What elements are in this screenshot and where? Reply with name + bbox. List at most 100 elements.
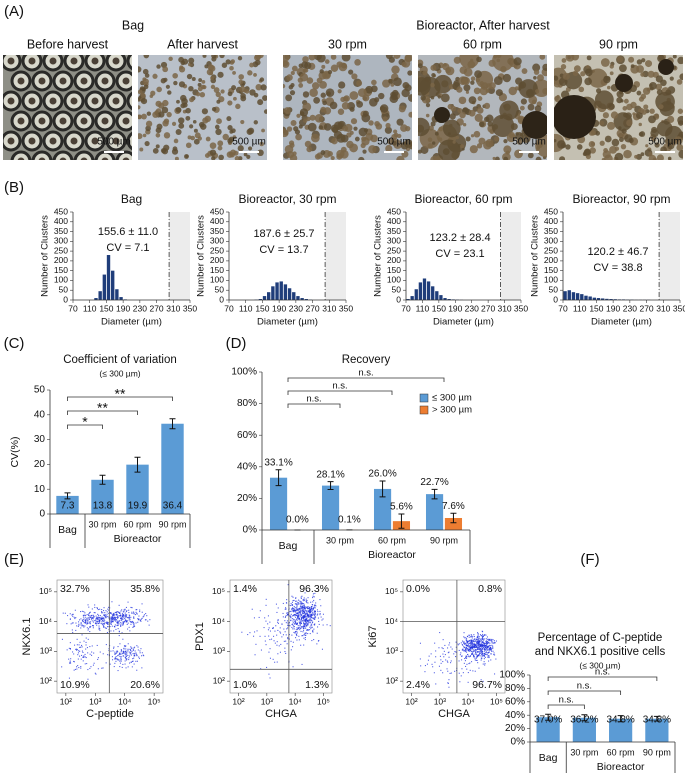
- event-dot: [113, 648, 114, 649]
- event-dot: [486, 645, 487, 646]
- group-label: Bioreactor: [597, 761, 645, 773]
- event-dot: [133, 613, 134, 614]
- event-dot: [268, 652, 269, 653]
- legend-label: > 300 µm: [432, 405, 472, 416]
- y-axis-label: Number of Clusters: [40, 215, 51, 297]
- event-dot: [474, 651, 475, 652]
- event-dot: [304, 626, 305, 627]
- cluster: [484, 103, 490, 109]
- event-dot: [303, 613, 304, 614]
- cluster: [463, 84, 470, 91]
- cluster: [163, 145, 169, 151]
- cluster: [554, 96, 558, 100]
- event-dot: [445, 659, 446, 660]
- category-label: Bag: [58, 524, 77, 536]
- plot-area: [403, 580, 505, 693]
- x-tick-label: 310: [322, 303, 336, 313]
- event-dot: [98, 668, 99, 669]
- event-dot: [117, 659, 118, 660]
- event-dot: [302, 610, 303, 611]
- event-dot: [97, 614, 98, 615]
- event-dot: [123, 652, 124, 653]
- event-dot: [268, 674, 269, 675]
- cluster: [231, 85, 236, 90]
- event-dot: [485, 657, 486, 658]
- event-dot: [311, 620, 312, 621]
- cluster: [426, 103, 430, 107]
- event-dot: [312, 604, 313, 605]
- event-dot: [313, 600, 314, 601]
- event-dot: [87, 647, 88, 648]
- event-dot: [241, 632, 242, 633]
- event-dot: [72, 651, 73, 652]
- event-dot: [285, 641, 286, 642]
- cluster: [286, 74, 293, 81]
- event-dot: [113, 614, 114, 615]
- cluster: [321, 93, 326, 98]
- event-dot: [451, 660, 452, 661]
- event-dot: [493, 654, 494, 655]
- annotation: CV = 7.1: [106, 242, 149, 254]
- event-dot: [100, 615, 101, 616]
- y-tick-label: 400: [54, 216, 68, 226]
- event-dot: [471, 645, 472, 646]
- event-dot: [290, 605, 291, 606]
- event-dot: [302, 617, 303, 618]
- event-dot: [315, 602, 316, 603]
- cluster: [309, 88, 318, 97]
- event-dot: [70, 613, 71, 614]
- event-dot: [79, 619, 80, 620]
- cluster: [123, 118, 130, 125]
- event-dot: [313, 618, 314, 619]
- y-tick-label: 450: [210, 206, 224, 216]
- cluster: [441, 93, 450, 102]
- event-dot: [122, 613, 123, 614]
- event-dot: [112, 656, 113, 657]
- x-tick-label: 150: [589, 303, 603, 313]
- event-dot: [93, 625, 94, 626]
- event-dot: [123, 621, 124, 622]
- event-dot: [487, 641, 488, 642]
- event-dot: [298, 600, 299, 601]
- histogram-bar: [271, 286, 274, 300]
- event-dot: [81, 624, 82, 625]
- event-dot: [313, 629, 314, 630]
- event-dot: [483, 645, 484, 646]
- event-dot: [80, 668, 81, 669]
- chart-title: Bioreactor, 60 rpm: [414, 192, 512, 206]
- event-dot: [479, 641, 480, 642]
- event-dot: [138, 649, 139, 650]
- histogram-bar: [119, 297, 122, 300]
- event-dot: [490, 647, 491, 648]
- histogram-bar: [103, 275, 106, 300]
- event-dot: [107, 626, 108, 627]
- event-dot: [286, 634, 287, 635]
- event-dot: [95, 612, 96, 613]
- event-dot: [128, 649, 129, 650]
- event-dot: [84, 622, 85, 623]
- event-dot: [88, 607, 89, 608]
- event-dot: [311, 616, 312, 617]
- cluster: [137, 133, 143, 139]
- cluster: [515, 86, 519, 90]
- event-dot: [299, 622, 300, 623]
- cluster: [565, 144, 570, 149]
- cluster: [292, 66, 298, 72]
- cluster: [393, 77, 402, 86]
- cluster: [50, 58, 57, 65]
- cluster: [147, 112, 151, 116]
- event-dot: [88, 617, 89, 618]
- event-dot: [97, 659, 98, 660]
- y-tick-label: 450: [544, 206, 558, 216]
- event-dot: [106, 662, 107, 663]
- value-label: 33.1%: [264, 457, 292, 468]
- x-tick-label: 350: [514, 303, 528, 313]
- event-dot: [489, 643, 490, 644]
- event-dot: [85, 649, 86, 650]
- cluster: [486, 89, 490, 93]
- cluster: [172, 73, 178, 79]
- event-dot: [79, 644, 80, 645]
- event-dot: [274, 631, 275, 632]
- chart-title: and NKX6.1 positive cells: [535, 646, 666, 658]
- event-dot: [141, 655, 142, 656]
